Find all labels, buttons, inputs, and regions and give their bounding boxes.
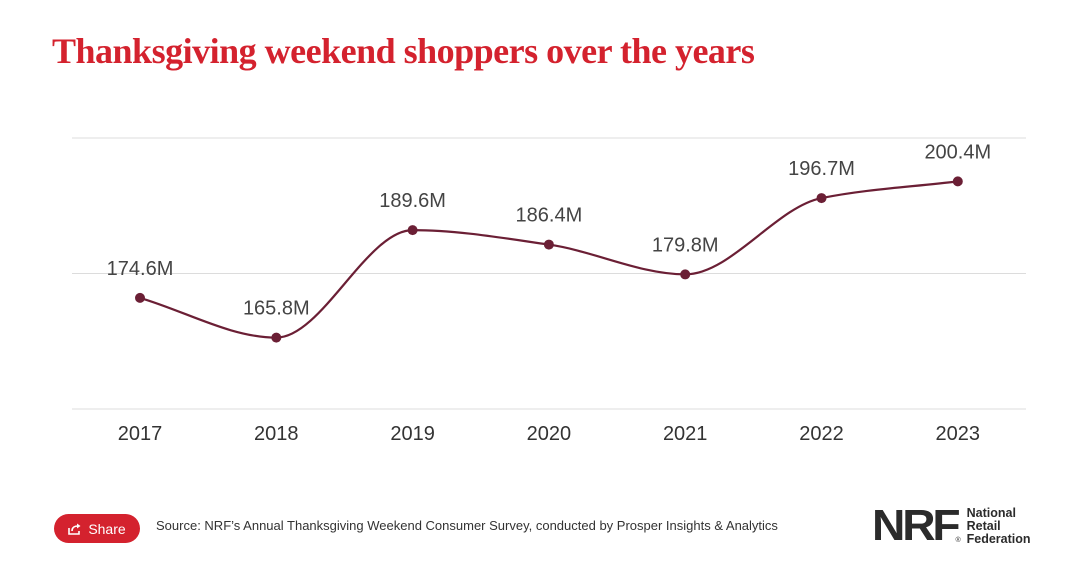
data-label-2021: 179.8M <box>652 234 719 256</box>
data-point-2017 <box>135 292 145 303</box>
data-label-2017: 174.6M <box>107 258 174 280</box>
logo-wordmark: National Retail Federation <box>966 505 1031 546</box>
nrf-logo: NRF ® National Retail Federation <box>872 504 1031 548</box>
share-button[interactable]: Share <box>54 514 140 543</box>
logo-registered: ® <box>955 537 961 544</box>
data-points <box>135 176 963 343</box>
data-label-2023: 200.4M <box>924 141 991 163</box>
logo-line-1: National <box>966 505 1016 520</box>
x-tick-2019: 2019 <box>390 423 435 445</box>
logo-line-2: Retail <box>966 518 1001 533</box>
share-icon <box>68 523 81 535</box>
x-tick-2017: 2017 <box>118 423 163 445</box>
data-label-2019: 189.6M <box>379 190 446 212</box>
data-label-2020: 186.4M <box>516 205 583 227</box>
line-chart: 174.6M 165.8M 189.6M 186.4M 179.8M 196.7M 200.… <box>72 137 1026 445</box>
data-label-2022: 196.7M <box>788 158 855 180</box>
share-label: Share <box>88 520 126 537</box>
data-labels: 174.6M 165.8M 189.6M 186.4M 179.8M 196.7M 200.… <box>107 141 992 319</box>
gridlines <box>72 137 1026 410</box>
data-point-2022 <box>816 193 827 204</box>
data-point-2019 <box>407 225 418 236</box>
chart-title: Thanksgiving weekend shoppers over the y… <box>52 31 755 71</box>
x-tick-2021: 2021 <box>663 423 708 445</box>
x-axis-tick-labels: 2017 2018 2019 2020 2021 2022 2023 <box>118 423 980 445</box>
data-point-2018 <box>271 332 282 343</box>
source-note: Source: NRF’s Annual Thanksgiving Weeken… <box>156 518 778 533</box>
logo-mark: NRF <box>872 501 961 550</box>
x-tick-2018: 2018 <box>254 423 299 445</box>
data-point-2021 <box>680 269 691 280</box>
x-tick-2022: 2022 <box>799 423 844 445</box>
x-tick-2020: 2020 <box>527 423 572 445</box>
x-tick-2023: 2023 <box>936 423 981 445</box>
logo-line-3: Federation <box>966 531 1031 546</box>
data-point-2023 <box>952 176 963 187</box>
data-point-2020 <box>543 239 554 250</box>
data-label-2018: 165.8M <box>243 298 310 320</box>
